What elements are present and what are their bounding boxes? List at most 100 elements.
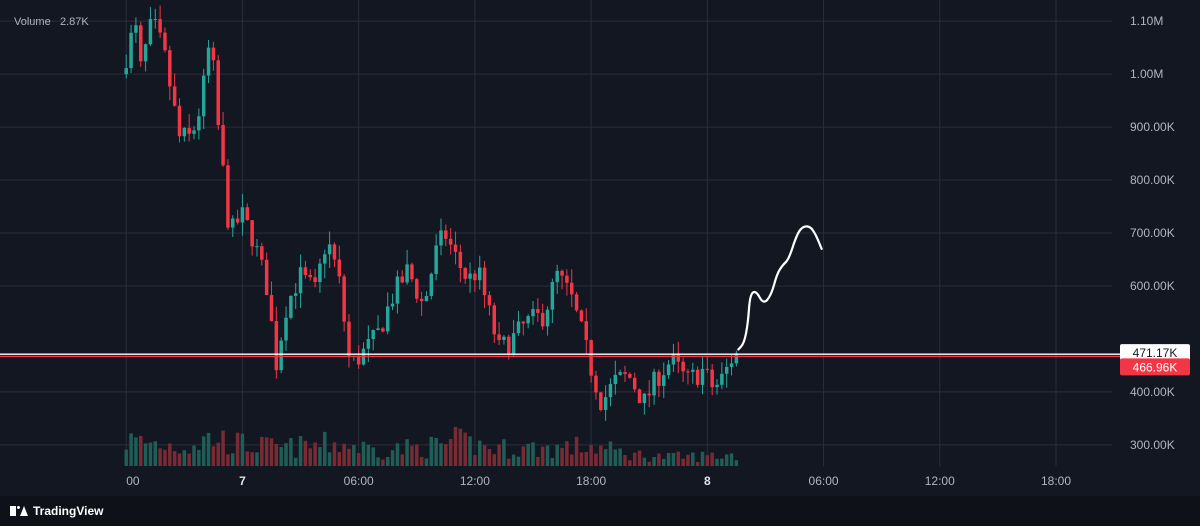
volume-bar — [545, 445, 550, 466]
candle — [434, 234, 438, 281]
candle — [231, 215, 235, 237]
volume-bar — [163, 449, 167, 466]
volume-bar — [366, 444, 371, 466]
candle — [560, 269, 564, 290]
candle — [463, 266, 467, 284]
volume-bar — [318, 447, 322, 466]
candle — [720, 362, 724, 390]
volume-bar — [574, 436, 579, 466]
volume-legend: Volume 2.87K — [14, 16, 89, 28]
volume-bar — [356, 453, 361, 466]
volume-bar — [473, 455, 477, 466]
volume-bar — [381, 459, 385, 466]
candle — [724, 358, 729, 388]
volume-bar — [405, 439, 409, 466]
y-tick-label: 900.00K — [1130, 120, 1175, 134]
candle — [632, 372, 637, 393]
candle — [439, 218, 443, 256]
candle — [226, 159, 230, 230]
candle — [327, 231, 332, 268]
candle — [347, 314, 351, 368]
volume-bar — [395, 443, 400, 466]
volume-bar — [671, 453, 676, 466]
volume-bar — [458, 428, 463, 466]
candle — [574, 292, 579, 313]
volume-bar — [603, 449, 608, 466]
volume-bar — [676, 451, 681, 466]
y-tick-label: 300.00K — [1130, 438, 1175, 452]
candle — [676, 341, 681, 374]
volume-bar — [599, 445, 603, 466]
candle — [531, 300, 535, 325]
volume-bar — [235, 432, 240, 466]
volume-bar — [124, 449, 128, 466]
volume-bar — [497, 444, 501, 466]
volume-bar — [550, 458, 555, 466]
tradingview-logo[interactable]: TradingView — [10, 504, 103, 518]
candle — [473, 270, 477, 293]
volume-bar — [729, 453, 734, 466]
candle — [410, 262, 414, 283]
candle — [516, 311, 521, 336]
candle — [201, 68, 206, 130]
volume-bar — [628, 460, 632, 466]
candle — [686, 369, 690, 385]
volume-label: Volume — [14, 16, 51, 28]
candle — [134, 17, 138, 43]
candle — [599, 391, 603, 412]
volume-bar — [172, 451, 177, 466]
candle — [221, 112, 225, 167]
candle — [298, 254, 303, 308]
y-tick-label: 600.00K — [1130, 279, 1175, 293]
volume-bar — [168, 443, 172, 466]
volume-bar — [526, 443, 530, 466]
volume-bar — [206, 432, 211, 466]
volume-value: 2.87K — [60, 16, 89, 28]
freehand-drawing[interactable] — [737, 225, 823, 351]
volume-bar — [487, 449, 492, 466]
candle — [628, 372, 632, 379]
candle — [308, 269, 312, 281]
volume-bar — [439, 443, 443, 466]
volume-bar — [139, 435, 143, 466]
volume-bar — [264, 437, 269, 466]
drawing-layer — [737, 225, 823, 351]
volume-bar — [584, 451, 589, 466]
volume-bar — [613, 449, 618, 466]
candle — [163, 27, 167, 53]
price-label-bg — [1120, 344, 1190, 362]
candle — [250, 220, 254, 256]
x-tick-label: 06:00 — [344, 474, 374, 488]
volume-bar — [715, 458, 719, 466]
volume-bar — [463, 432, 467, 466]
candle — [608, 378, 613, 407]
candle — [197, 108, 201, 140]
candle — [337, 245, 342, 284]
candle — [589, 339, 593, 383]
candle — [647, 380, 651, 408]
candle — [395, 270, 400, 314]
volume-bar — [691, 452, 695, 466]
candle — [332, 242, 337, 267]
candle — [652, 368, 656, 405]
volume-bar — [143, 443, 148, 466]
volume-bar — [511, 454, 516, 466]
volume-bar — [231, 453, 235, 466]
price-label: 471.17K — [1133, 346, 1178, 360]
volume-bar — [434, 437, 438, 466]
volume-bar — [448, 438, 453, 466]
volume-bar — [313, 442, 317, 466]
volume-bar — [705, 455, 710, 466]
volume-bar — [308, 448, 312, 466]
volume-bar — [303, 440, 308, 466]
volume-bar — [555, 444, 559, 466]
volume-bar — [400, 454, 404, 466]
volume-bar — [153, 441, 158, 466]
price-label-bg — [1120, 358, 1190, 376]
y-tick-label: 1.10M — [1130, 14, 1163, 28]
volume-bar — [284, 443, 288, 466]
candle — [168, 45, 172, 101]
